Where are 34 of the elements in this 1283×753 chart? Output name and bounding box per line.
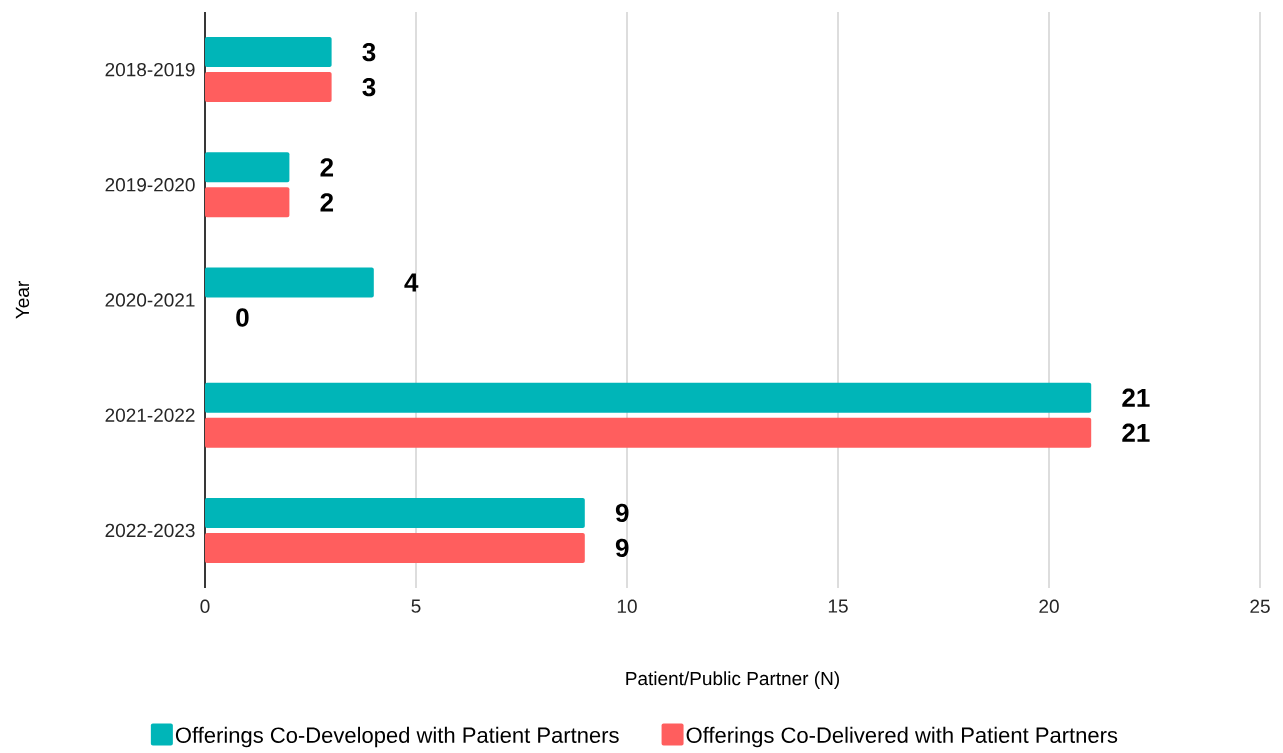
x-tick-label: 10 [617,599,637,613]
bar [205,187,290,218]
data-label: 3 [362,42,376,62]
x-tick-label: 15 [828,599,848,613]
bar [205,267,374,298]
data-label: 9 [615,503,629,523]
bar [205,72,332,103]
x-tick-label: 20 [1039,599,1059,613]
y-tick-label: 2022-2023 [105,523,195,538]
x-tick-label: 0 [200,599,210,613]
x-tick-label: 5 [411,599,421,613]
data-label: 0 [236,308,249,327]
bar [205,417,1092,448]
y-tick-label: 2021-2022 [105,408,195,422]
x-axis-title: Patient/Public Partner (N) [626,671,839,690]
data-label: 9 [615,538,629,558]
data-label: 2 [320,193,334,212]
bar [205,37,332,68]
bar [205,497,585,528]
y-axis-title: Year [15,281,30,319]
y-tick-label: 2020-2021 [105,293,195,307]
data-label: 21 [1122,423,1150,442]
data-label: 2 [320,158,334,177]
data-label: 21 [1122,388,1150,407]
y-tick-label: 2018-2019 [105,62,195,77]
x-tick-label: 25 [1250,599,1270,613]
bar [205,532,585,563]
legend-label: Offerings Co-Developed with Patient Partners [175,726,619,748]
data-label: 4 [404,273,419,292]
data-label: 3 [362,77,376,97]
bar [205,382,1092,413]
legend-label: Offerings Co-Delivered with Patient Partners [686,726,1118,748]
bar [205,152,290,183]
y-tick-label: 2019-2020 [105,178,195,192]
